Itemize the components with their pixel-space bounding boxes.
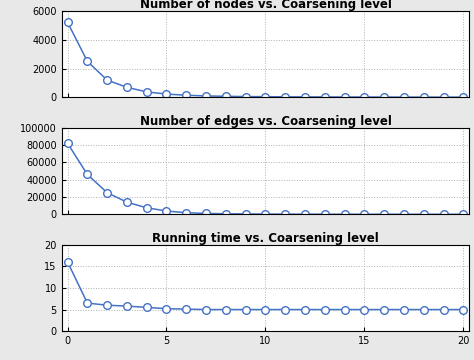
Title: Number of edges vs. Coarsening level: Number of edges vs. Coarsening level <box>139 115 392 128</box>
Title: Number of nodes vs. Coarsening level: Number of nodes vs. Coarsening level <box>139 0 392 11</box>
Title: Running time vs. Coarsening level: Running time vs. Coarsening level <box>152 231 379 244</box>
